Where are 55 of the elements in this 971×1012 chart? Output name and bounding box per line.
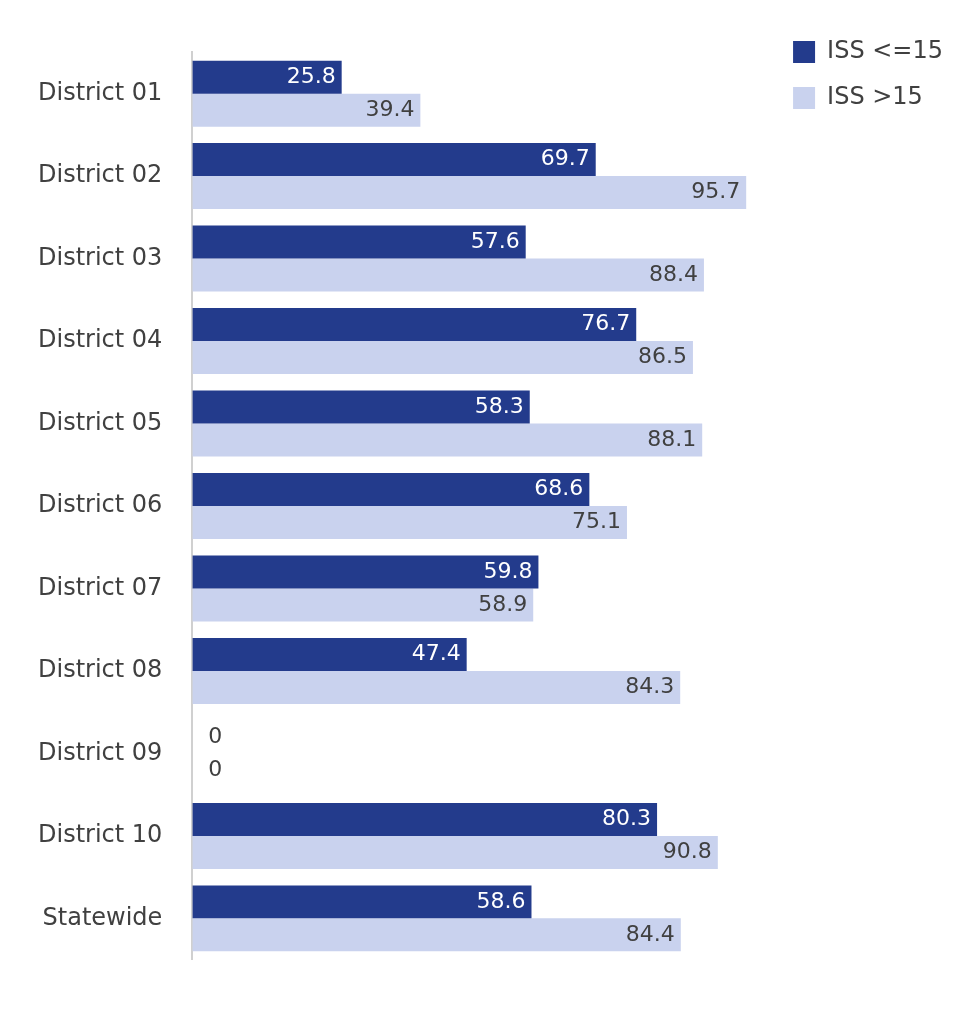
bar: [192, 143, 596, 177]
y-tick-label: District 02: [38, 160, 163, 189]
y-tick-label: District 06: [38, 490, 163, 519]
bar: [192, 308, 637, 342]
data-label: 84.3: [625, 673, 675, 699]
bar: [192, 423, 703, 457]
y-tick-label: District 08: [38, 655, 163, 684]
bar: [192, 637, 467, 671]
legend-label: ISS <=15: [827, 36, 943, 65]
bar: [192, 835, 718, 869]
bar: [192, 341, 693, 375]
data-label: 86.5: [637, 343, 687, 369]
data-label: 88.1: [647, 425, 697, 451]
y-tick-label: District 05: [38, 407, 163, 436]
y-tick-label: District 04: [38, 325, 163, 354]
data-label: 75.1: [571, 508, 621, 534]
bar: [192, 555, 539, 589]
data-label: 84.4: [625, 920, 675, 946]
bar: [192, 473, 590, 506]
data-label: 68.6: [534, 475, 584, 501]
y-tick-label: District 09: [38, 737, 163, 766]
data-label: 57.6: [470, 227, 520, 253]
bar: [192, 918, 681, 952]
bar: [192, 506, 627, 539]
data-label: 76.7: [581, 310, 631, 336]
data-label: 95.7: [691, 178, 741, 204]
bar: [192, 258, 704, 292]
data-label: 58.6: [476, 887, 526, 913]
bar: [192, 588, 534, 622]
data-label: 80.3: [602, 805, 652, 831]
data-label: 39.4: [365, 95, 415, 121]
bar: [192, 93, 421, 127]
bar: [192, 60, 342, 94]
legend-label: ISS >15: [827, 82, 923, 111]
y-tick-label: District 01: [38, 77, 163, 106]
data-label: 69.7: [540, 145, 590, 171]
data-label: 88.4: [648, 260, 698, 286]
data-label: 25.8: [286, 62, 336, 88]
bar: [192, 225, 526, 259]
y-tick-label: District 03: [38, 242, 163, 271]
bar: [192, 802, 658, 836]
bar: [192, 670, 681, 704]
data-label: 90.8: [662, 838, 712, 864]
bar: [192, 390, 530, 424]
y-tick-label: District 10: [38, 820, 163, 849]
data-label: 59.8: [483, 557, 533, 583]
y-tick-label: District 07: [38, 572, 163, 601]
data-label: 47.4: [411, 640, 461, 666]
bar: [192, 885, 532, 919]
data-label: 58.3: [474, 392, 524, 418]
y-tick-label: Statewide: [42, 902, 163, 931]
data-label: 58.9: [478, 590, 528, 616]
bar: [192, 176, 747, 210]
data-label: 0: [208, 722, 223, 748]
data-label: 0: [208, 755, 223, 781]
